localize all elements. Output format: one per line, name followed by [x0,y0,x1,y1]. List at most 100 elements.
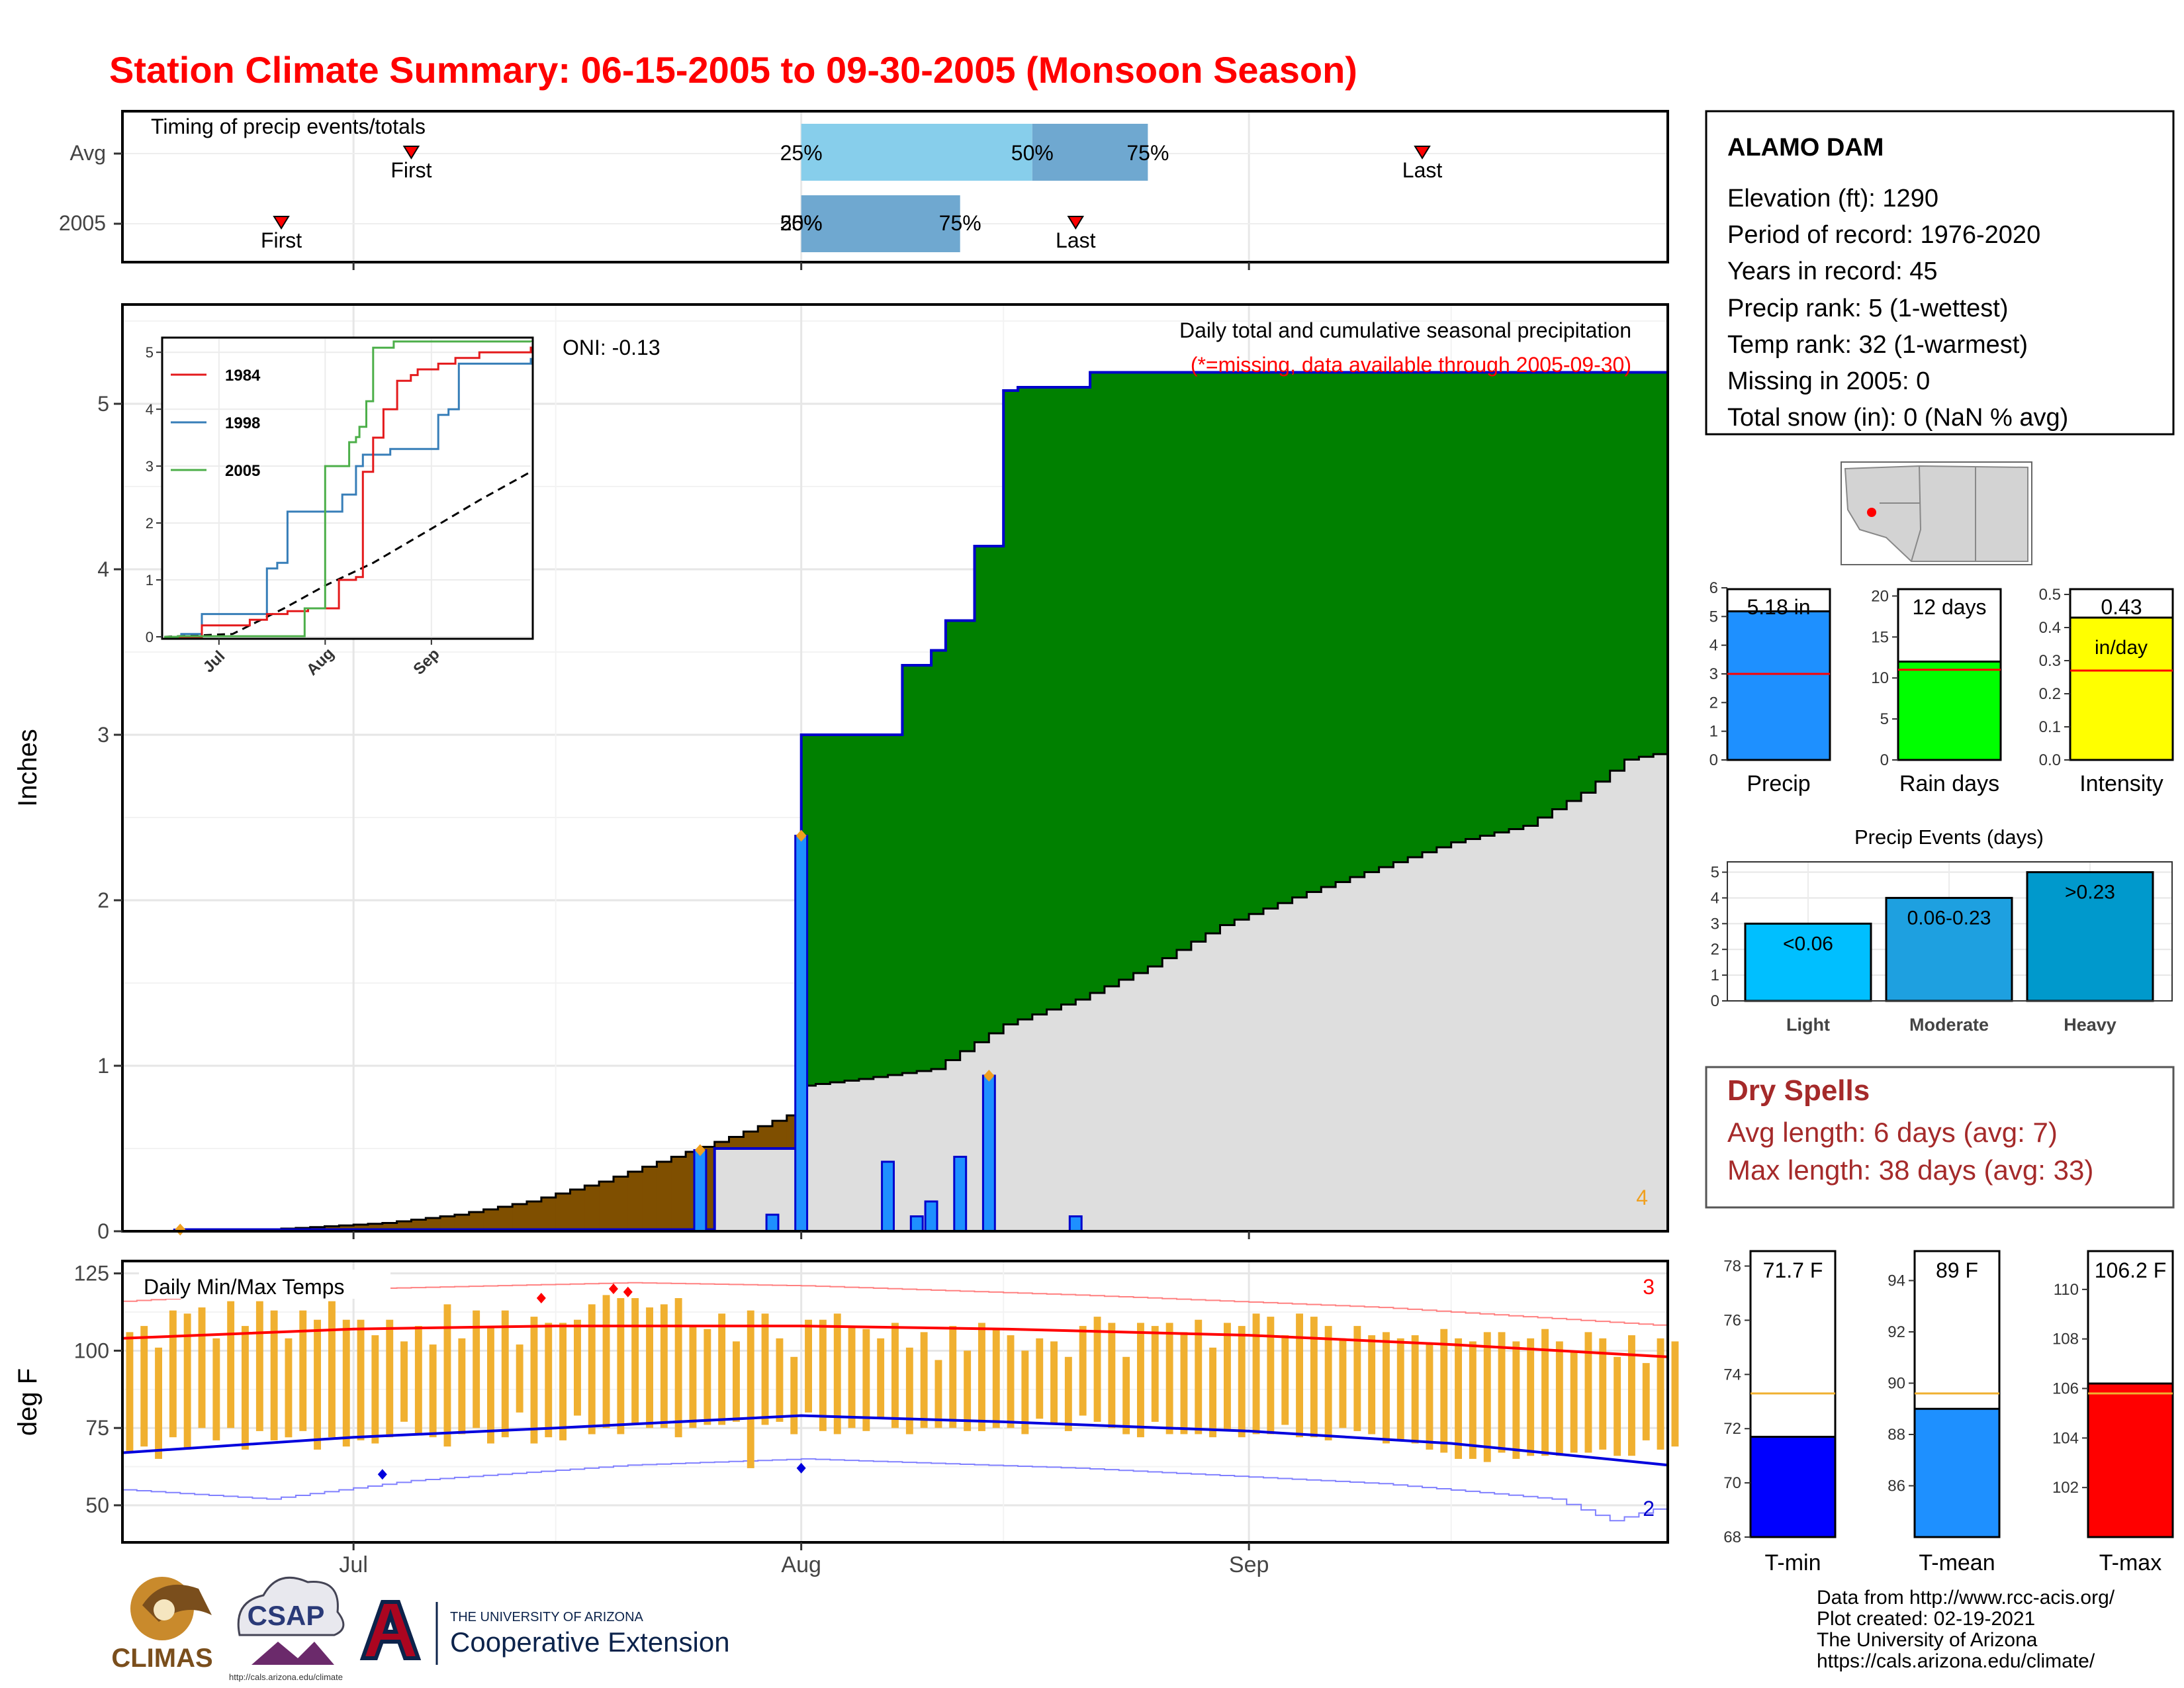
summary-ytick-label: 1 [1709,723,1718,741]
surplus-fill [1379,372,1394,867]
climas-logo-text: CLIMAS [111,1644,212,1673]
daily-temp-bar [617,1298,625,1434]
daily-temp-bar [1195,1319,1203,1434]
avg-cumulative-area [122,751,1668,1231]
temp-bar-ytick-label: 78 [1723,1258,1741,1276]
daily-temp-bar [689,1326,697,1429]
temp-bar-ytick-label: 70 [1723,1474,1741,1492]
avg-max-line [122,1325,1668,1358]
inset-avg-line [163,471,531,638]
y2005-last-label: Last [1056,228,1096,252]
surplus-fill [1451,372,1467,843]
avg-cumulative-line [122,751,1669,1233]
event-category-label: Heavy [2064,1015,2116,1035]
ua-a-mark [359,1600,422,1660]
temp-bar-ytick-label: 86 [1888,1477,1905,1495]
daily-precip-bar [693,1149,707,1233]
deficit-fill [454,1215,470,1230]
precip-ytick-label: 3 [97,723,109,747]
daily-temp-bar [833,1313,841,1434]
daily-temp-bar [978,1323,985,1431]
surplus-fill [1075,387,1091,1000]
daily-temp-bar [386,1319,394,1438]
deficit-fill [411,1219,426,1230]
temp-title: Daily Min/Max Temps [144,1275,344,1299]
temp-ytick-label: 75 [85,1416,109,1440]
inset-ytick-label: 4 [146,401,154,418]
daily-temp-bar [487,1326,494,1444]
summary-bars: 5.18 in Precip 0 1 2 3 4 5 6 12 days Rain days 0 5 10… [1709,579,2174,796]
surplus-fill [1364,372,1380,872]
deficit-fill [584,1186,600,1230]
temp-bar-ytick-label: 88 [1888,1426,1905,1444]
dry-spells-frame [1705,1066,2175,1209]
record-min-line [122,1458,1668,1522]
deficit-fill [498,1207,513,1230]
daily-temp-bar [776,1338,784,1422]
daily-temp-bar [1469,1341,1477,1459]
csap-logo-text: CSAP [248,1600,325,1631]
summary-ytick-label: 0 [1880,751,1889,769]
avg-25-label: 25% [780,141,823,165]
deficit-fill [368,1223,383,1230]
daily-temp-bar [1368,1335,1376,1434]
temp-bar-ytick-label: 102 [2052,1479,2079,1497]
deficit-fill [324,1226,340,1230]
record-low-marker [377,1469,387,1480]
deficit-fill [772,1121,788,1149]
temp-summary-bar [2087,1382,2174,1538]
temp-bar-ytick-label: 108 [2052,1331,2079,1348]
inset-ytick-label: 2 [146,515,154,532]
dry-spells-box: Dry Spells Avg length: 6 days (avg: 7) M… [1705,1066,2175,1209]
daily-temp-bar [1108,1323,1116,1429]
daily-precip-bar [981,1074,996,1233]
daily-temp-bar [545,1323,553,1438]
daily-temp-bar [516,1344,523,1413]
deficit-fill [555,1194,571,1230]
event-bar-label: >0.23 [2065,882,2115,904]
daily-temp-bar [848,1326,856,1429]
record-high-marker [623,1286,633,1297]
station-location-marker [1867,508,1876,517]
daily-temp-bar [126,1332,134,1453]
summary-ytick-label: 0.4 [2039,619,2061,637]
surplus-fill [1177,372,1192,950]
daily-temp-bar [1527,1338,1535,1456]
daily-temp-bar [169,1310,177,1438]
daily-precip-bar [924,1200,938,1233]
surplus-fill [1480,372,1495,836]
surplus-fill [1639,372,1654,757]
surplus-fill [873,735,889,1077]
deficit-fill [714,1142,730,1149]
daily-temp-bar [1122,1356,1130,1434]
deficit-fill [627,1172,643,1230]
surplus-fill [1148,372,1163,966]
surplus-fill [1133,372,1148,973]
daily-temp-bar [1671,1341,1679,1447]
station-elevation: Elevation (ft): 1290 [1727,185,1938,212]
daily-temp-bar [877,1338,885,1419]
footer-line-4: https://cals.arizona.edu/climate/ [1817,1650,2095,1672]
daily-temp-bar [1570,1350,1578,1453]
deficit-fill [729,1137,744,1149]
surplus-fill [1003,391,1019,1025]
daily-temp-bar [1093,1317,1101,1422]
daily-temp-bar [1151,1326,1159,1422]
precip-panel: Daily total and cumulative seasonal prec… [13,303,1669,1243]
surplus-fill [902,665,917,1073]
daily-temp-bar [183,1313,191,1450]
event-bar [1885,896,2013,1002]
surplus-fill [960,620,976,1051]
daily-temp-bar [1426,1344,1433,1450]
precip-ylabel: Inches [13,729,42,807]
daily-temp-bar [646,1307,653,1429]
daily-temp-bar [501,1310,509,1438]
summary-ytick-label: 5 [1709,608,1718,626]
precip-ytick-label: 4 [97,557,109,581]
surplus-fill [1018,387,1033,1019]
surplus-fill [1552,372,1567,810]
record-count: 4 [1636,1186,1648,1209]
timing-label: Timing of precip events/totals [151,115,426,138]
surplus-fill [989,546,1004,1033]
